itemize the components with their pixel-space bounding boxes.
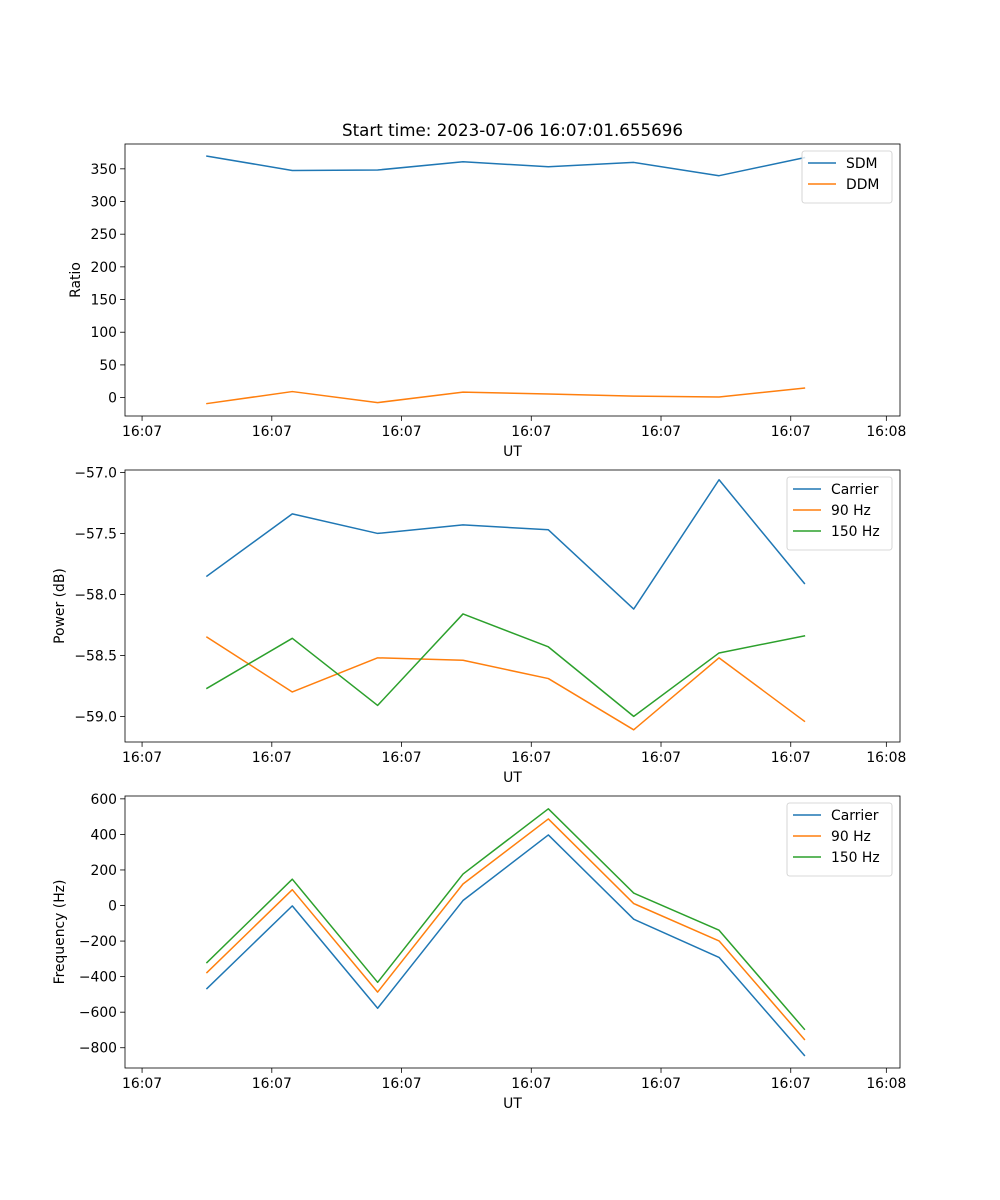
legend: Carrier 90 Hz 150 Hz [786, 802, 893, 877]
y-tick-label: 200 [90, 260, 117, 276]
x-tick-label: 16:08 [866, 750, 906, 766]
x-tick-label: 16:07 [511, 1076, 551, 1092]
y-axis-label: Frequency (Hz) [52, 880, 68, 985]
series-line-sdm [206, 155, 806, 177]
x-tick-label: 16:07 [382, 1076, 422, 1092]
legend-label: SDM [846, 156, 878, 172]
legend-label: 90 Hz [831, 829, 871, 845]
x-tick-label: 16:07 [382, 750, 422, 766]
subplot-2: 16:07 16:07 16:07 16:07 16:07 16:07 16:08 −59.0… [52, 465, 906, 786]
y-tick-label: −57.0 [74, 465, 117, 481]
x-tick-label: 16:07 [122, 1076, 162, 1092]
y-tick-label: −200 [79, 934, 117, 950]
series-line-carrier [205, 479, 806, 610]
x-tick-label: 16:07 [252, 750, 292, 766]
x-tick-label: 16:07 [641, 424, 681, 440]
axes-frame [124, 469, 901, 743]
x-tick-label: 16:08 [866, 1076, 906, 1092]
series-line-carrier [205, 834, 806, 1057]
legend-label: 90 Hz [831, 503, 871, 519]
y-tick-label: −400 [79, 970, 117, 986]
series-line-ddm [206, 387, 806, 405]
chart-title: Start time: 2023-07-06 16:07:01.655696 [342, 120, 683, 140]
y-tick-label: −58.0 [74, 587, 117, 603]
series-line-150-hz [205, 808, 806, 1031]
series-line-90-hz [205, 818, 806, 1041]
x-tick-label: 16:07 [511, 750, 551, 766]
y-tick-label: −57.5 [74, 526, 117, 542]
x-axis-label: UT [503, 444, 522, 460]
y-tick-label: 50 [99, 358, 117, 374]
y-tick-label: −800 [79, 1041, 117, 1057]
x-tick-label: 16:07 [771, 424, 811, 440]
x-tick-label: 16:07 [382, 424, 422, 440]
legend: SDM DDM [801, 150, 893, 204]
y-tick-label: −600 [79, 1005, 117, 1021]
y-tick-label: −58.5 [74, 648, 117, 664]
y-tick-label: 300 [90, 195, 117, 211]
y-tick-label: 100 [90, 325, 117, 341]
y-tick-label: 600 [90, 792, 117, 808]
legend-label: Carrier [831, 808, 879, 824]
series-line-90-hz [205, 636, 806, 731]
x-tick-label: 16:07 [771, 750, 811, 766]
legend-label: 150 Hz [831, 850, 880, 866]
series-line-150-hz [205, 613, 806, 718]
y-tick-label: −59.0 [74, 709, 117, 725]
x-tick-label: 16:07 [252, 424, 292, 440]
legend-label: Carrier [831, 482, 879, 498]
x-tick-label: 16:07 [511, 424, 551, 440]
y-tick-label: 250 [90, 227, 117, 243]
y-axis-label: Power (dB) [52, 568, 68, 644]
subplot-3: 16:07 16:07 16:07 16:07 16:07 16:07 16:08 −800 −… [52, 792, 906, 1112]
y-axis-label: Ratio [68, 262, 84, 298]
x-axis-label: UT [503, 770, 522, 786]
y-tick-label: 0 [108, 391, 117, 407]
y-tick-label: 400 [90, 827, 117, 843]
y-tick-label: 350 [90, 162, 117, 178]
x-tick-label: 16:08 [866, 424, 906, 440]
x-tick-label: 16:07 [771, 1076, 811, 1092]
axes-frame [124, 143, 901, 417]
x-tick-label: 16:07 [252, 1076, 292, 1092]
legend-label: 150 Hz [831, 524, 880, 540]
x-tick-label: 16:07 [122, 750, 162, 766]
axes-frame [124, 795, 901, 1069]
x-tick-label: 16:07 [122, 424, 162, 440]
y-tick-label: 150 [90, 293, 117, 309]
y-tick-label: 200 [90, 863, 117, 879]
legend-label: DDM [846, 177, 879, 193]
legend-box [801, 150, 893, 204]
x-axis-label: UT [503, 1096, 522, 1112]
y-tick-label: 0 [108, 899, 117, 915]
x-tick-label: 16:07 [641, 750, 681, 766]
x-tick-label: 16:07 [641, 1076, 681, 1092]
subplot-1: 16:07 16:07 16:07 16:07 16:07 16:07 16:08 0 50 10… [68, 120, 906, 460]
legend: Carrier 90 Hz 150 Hz [786, 476, 893, 551]
